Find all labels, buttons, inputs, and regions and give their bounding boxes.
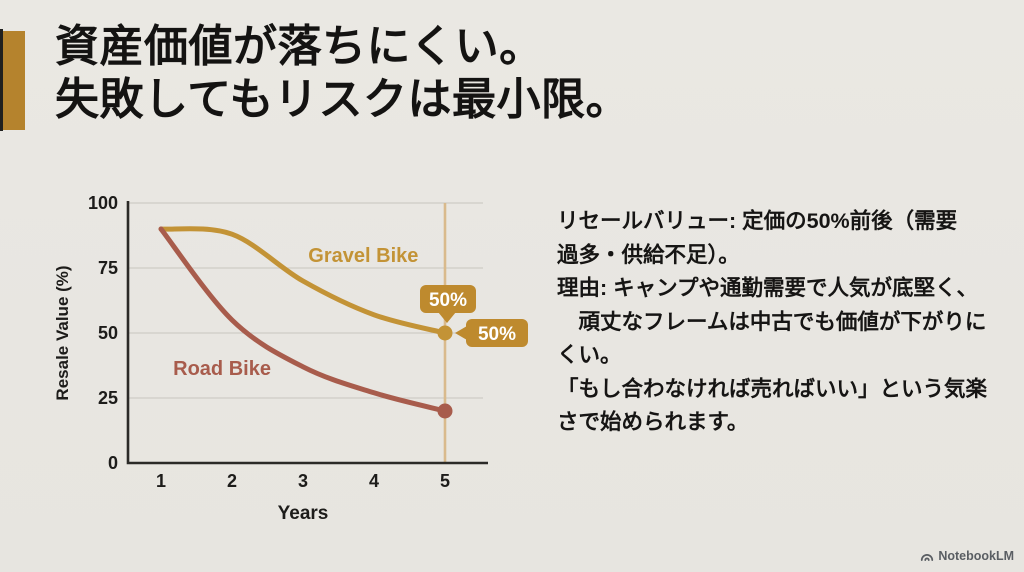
series-line-gravel-bike <box>158 226 448 336</box>
title-line-2: 失敗してもリスクは最小限。 <box>55 75 630 124</box>
slide-body-text: リセールバリュー: 定価の50%前後（需要 過多・供給不足）。 理由: キャンプ… <box>557 209 988 434</box>
y-tick-label: 0 <box>108 453 118 473</box>
series-line-road-bike <box>158 226 448 414</box>
callout-right-arrow <box>455 326 467 340</box>
notebooklm-logo-icon <box>921 554 934 561</box>
callout-right <box>466 319 528 347</box>
callout-top <box>420 285 476 313</box>
y-tick-label: 50 <box>98 323 118 343</box>
callout-top-text: 50% <box>429 290 467 311</box>
edge-strip <box>0 29 3 131</box>
x-tick-label: 1 <box>156 471 166 491</box>
x-tick-label: 5 <box>440 471 450 491</box>
footer-brand: NotebookLM <box>920 549 1014 563</box>
x-axis-title: Years <box>278 503 329 524</box>
callout-top-arrow <box>438 312 456 323</box>
series-label-road-bike: Road Bike <box>173 358 271 380</box>
callout-right-text: 50% <box>478 324 516 345</box>
y-tick-label: 25 <box>98 388 118 408</box>
axes-spines <box>126 201 488 465</box>
y-tick-label: 75 <box>98 258 118 278</box>
end-dot <box>437 403 453 419</box>
title-accent-bar <box>3 31 25 130</box>
y-axis-title: Resale Value (%) <box>53 265 72 400</box>
title-line-1: 資産価値が落ちにくい。 <box>55 22 544 71</box>
x-tick-label: 3 <box>298 471 308 491</box>
footer-brand-label: NotebookLM <box>938 549 1014 563</box>
resale-value-chart: 0 25 50 75 100 1 2 3 4 5 Years Resale Value (%) Grav… <box>53 193 528 524</box>
x-tick-label: 4 <box>369 471 379 491</box>
slide-title: 資産価値が落ちにくい。 失敗してもリスクは最小限。 <box>55 20 630 126</box>
y-tick-label: 100 <box>88 193 118 213</box>
end-dot <box>437 325 453 341</box>
x-tick-label: 2 <box>227 471 237 491</box>
series-label-gravel-bike: Gravel Bike <box>308 245 418 267</box>
